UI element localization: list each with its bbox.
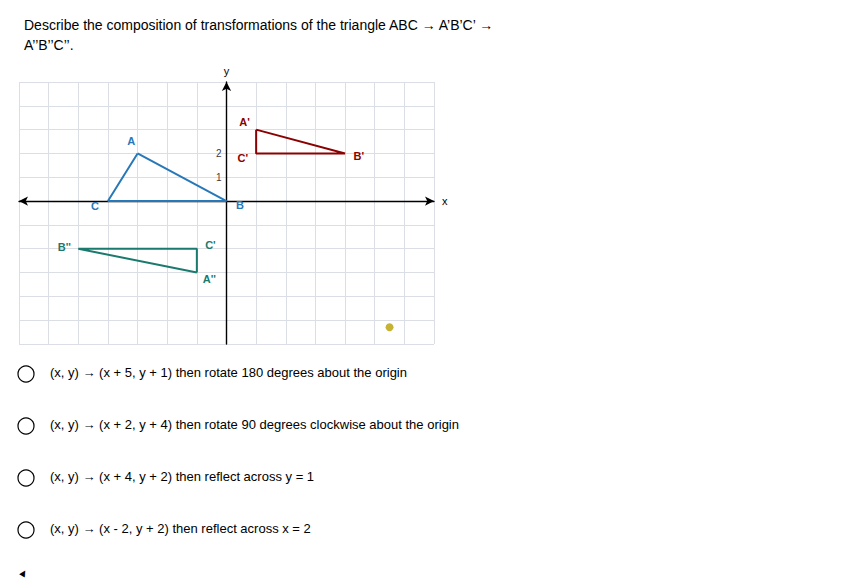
svg-text:y: y bbox=[224, 65, 230, 77]
svg-text:▲: ▲ bbox=[16, 565, 31, 581]
svg-text:A: A bbox=[127, 135, 135, 147]
svg-text:(x, y) → (x + 5, y + 1) then r: (x, y) → (x + 5, y + 1) then rotate 180 … bbox=[50, 365, 407, 380]
svg-text:1: 1 bbox=[216, 172, 222, 183]
svg-text:B: B bbox=[236, 199, 244, 211]
svg-text:A’’B’’C’’.: A’’B’’C’’. bbox=[24, 37, 74, 53]
svg-text:2: 2 bbox=[216, 148, 222, 159]
svg-text:x: x bbox=[442, 195, 448, 207]
svg-text:B': B' bbox=[354, 150, 365, 162]
svg-text:B'': B'' bbox=[58, 241, 72, 253]
svg-text:A': A' bbox=[239, 116, 250, 128]
svg-text:A'': A'' bbox=[203, 273, 217, 285]
svg-text:C': C' bbox=[205, 239, 216, 251]
svg-text:(x, y) → (x + 4, y + 2) then r: (x, y) → (x + 4, y + 2) then reflect acr… bbox=[50, 469, 314, 484]
svg-text:(x, y) → (x + 2, y + 4) then r: (x, y) → (x + 2, y + 4) then rotate 90 d… bbox=[50, 417, 459, 432]
svg-text:C': C' bbox=[238, 152, 249, 164]
svg-text:Describe the composition of tr: Describe the composition of transformati… bbox=[24, 17, 493, 33]
svg-text:C: C bbox=[91, 200, 99, 212]
svg-text:(x, y) → (x - 2, y + 2) then r: (x, y) → (x - 2, y + 2) then reflect acr… bbox=[50, 521, 311, 536]
